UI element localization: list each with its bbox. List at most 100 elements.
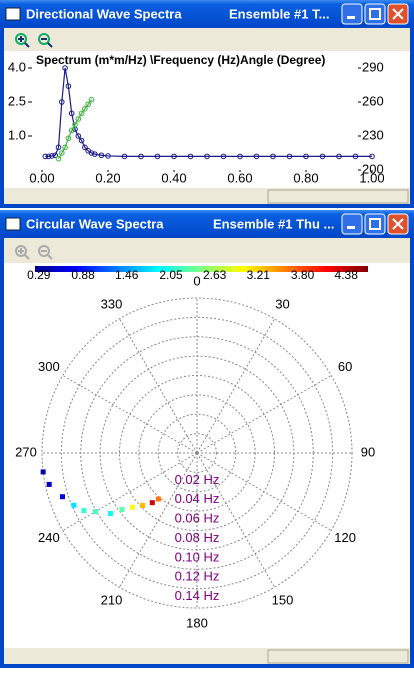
- data-point: [62, 144, 68, 151]
- zoom-out-button[interactable]: [38, 33, 53, 48]
- colorbar-tick-label: 0.88: [71, 268, 95, 282]
- data-point: [303, 153, 309, 160]
- y2-tick-label: 290: [362, 59, 384, 74]
- data-point: [171, 153, 177, 160]
- radius-label: 0.12 Hz: [175, 569, 220, 584]
- polar-ring: [177, 433, 217, 473]
- x-tick-label: 0.40: [161, 170, 186, 185]
- status-bar: [4, 189, 410, 204]
- zoom-out-button[interactable]: [38, 245, 53, 260]
- data-point: [75, 133, 82, 139]
- data-point: [45, 153, 52, 160]
- color-bar: [35, 266, 368, 272]
- minimize-button[interactable]: [341, 3, 363, 25]
- data-point: [253, 153, 260, 160]
- data-point: [204, 153, 210, 160]
- minimize-button[interactable]: [341, 213, 363, 235]
- data-point: [88, 150, 95, 156]
- data-point: [336, 153, 342, 160]
- colorbar-tick-label: 4.38: [335, 268, 359, 282]
- colorbar-tick-label: 2.63: [203, 268, 227, 282]
- angle-label: 300: [38, 359, 60, 374]
- data-point: [72, 121, 78, 128]
- data-point: [42, 153, 49, 160]
- chart-area: [4, 51, 410, 188]
- window: Circular Wave Spectra Ensemble #1 Thu ..…: [0, 210, 414, 668]
- window: Directional Wave Spectra Ensemble #1 T..…: [0, 0, 414, 208]
- window-icon: [5, 217, 21, 231]
- colorbar-tick-label: 3.21: [247, 268, 271, 282]
- zoom-in-button[interactable]: [15, 245, 30, 260]
- polar-spoke: [119, 318, 198, 454]
- data-point: [81, 508, 87, 514]
- close-button[interactable]: [387, 213, 409, 235]
- data-point: [352, 153, 359, 160]
- angle-label: 150: [272, 593, 294, 608]
- window-subtitle: Ensemble #1 T...: [229, 6, 329, 21]
- status-panel: [267, 649, 409, 664]
- maximize-button[interactable]: [364, 3, 386, 25]
- data-point: [68, 110, 75, 117]
- data-point: [46, 481, 52, 487]
- data-point: [140, 502, 146, 508]
- colorbar-tick-label: 3.80: [291, 268, 315, 282]
- angle-label: 60: [338, 359, 352, 374]
- window-icon: [5, 7, 21, 21]
- data-point: [82, 106, 88, 112]
- data-point: [369, 153, 375, 160]
- polar-spoke: [119, 452, 198, 588]
- maximize-button[interactable]: [364, 213, 386, 235]
- chart-area: [4, 263, 410, 648]
- data-point: [52, 152, 59, 159]
- data-point: [92, 151, 98, 157]
- data-point: [121, 153, 128, 160]
- data-point: [92, 509, 98, 515]
- zoom-in-button[interactable]: [15, 33, 30, 48]
- y-tick-label: 4.0: [8, 59, 26, 74]
- data-point: [187, 153, 194, 160]
- data-point: [319, 153, 326, 160]
- data-point: [237, 153, 243, 160]
- data-point: [59, 494, 65, 500]
- x-tick-label: 1.00: [359, 170, 384, 185]
- angle-label: 240: [38, 530, 60, 545]
- polar-spoke: [196, 452, 275, 588]
- data-point: [55, 155, 62, 162]
- angle-label: 90: [361, 444, 375, 459]
- colorbar-tick-label: 0.29: [27, 268, 51, 282]
- radius-label: 0.08 Hz: [175, 530, 220, 545]
- data-point: [82, 144, 88, 151]
- data-point: [78, 137, 85, 144]
- chart: 0.00 0.20 0.40 0.60 0.80 1.00 1.0 2.5 4.0 200 230 2…: [8, 59, 385, 185]
- window-subtitle: Ensemble #1 Thu ...: [213, 216, 334, 231]
- angle-label: 210: [101, 593, 123, 608]
- colorbar-tick-label: 2.05: [159, 268, 183, 282]
- data-point: [40, 469, 46, 475]
- angle-label: 120: [334, 530, 356, 545]
- polar-ring: [138, 394, 256, 512]
- polar-outer-ring: [41, 297, 353, 609]
- data-point: [98, 152, 105, 159]
- data-point: [88, 96, 95, 103]
- data-point: [65, 135, 72, 142]
- colorbar-tick-label: 1.46: [115, 268, 139, 282]
- polar-spoke: [196, 375, 332, 454]
- data-point: [75, 116, 82, 122]
- polar-spoke: [196, 452, 332, 531]
- data-point: [108, 511, 114, 517]
- polar-spoke: [62, 375, 198, 454]
- series-line: [45, 67, 372, 157]
- chart: 0.29 0.88 1.46 2.05 2.63 3.21 3.80 4.38 0 30 60 90 1…: [15, 268, 375, 630]
- data-point: [138, 153, 144, 160]
- data-point: [119, 507, 125, 513]
- close-button[interactable]: [387, 3, 409, 25]
- data-point: [155, 496, 161, 502]
- window-title: Circular Wave Spectra: [26, 216, 164, 231]
- radius-label: 0.10 Hz: [175, 549, 220, 564]
- y-tick-label: 1.0: [8, 127, 26, 142]
- x-tick-label: 0.20: [95, 170, 120, 185]
- y-tick-label: 2.5: [8, 93, 26, 108]
- angle-label: 0: [193, 273, 200, 288]
- radius-label: 0.06 Hz: [175, 511, 220, 526]
